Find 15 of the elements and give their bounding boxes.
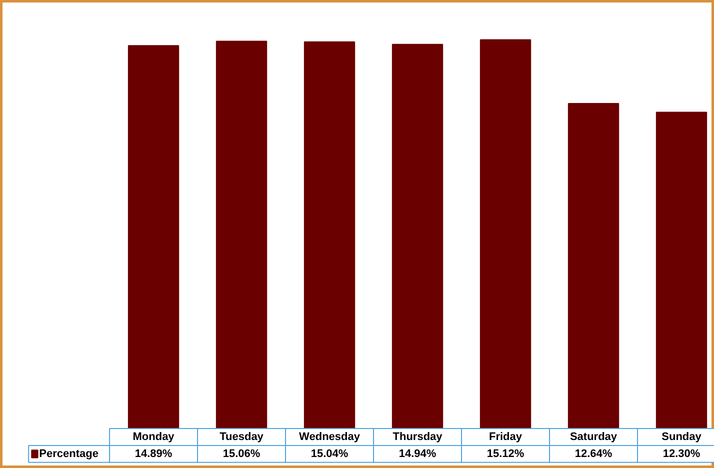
data-label: 15.04% [310,448,348,460]
data-label: 14.89% [134,448,172,460]
x-tick-label: Thursday [392,430,444,443]
data-label: 15.12% [486,448,524,460]
data-label: 12.30% [662,448,700,460]
x-tick-label: Friday [489,430,523,443]
x-tick-label: Monday [132,430,176,443]
data-label: 12.64% [574,448,612,460]
data-label: 14.94% [398,448,436,460]
x-tick-label: Sunday [662,430,702,443]
x-tick-label: Tuesday [220,430,264,443]
x-tick-label: Saturday [570,430,618,443]
x-tick-label: Wednesday [299,430,361,443]
legend-label: Percentage [39,448,98,460]
data-label: 15.06% [222,448,260,460]
